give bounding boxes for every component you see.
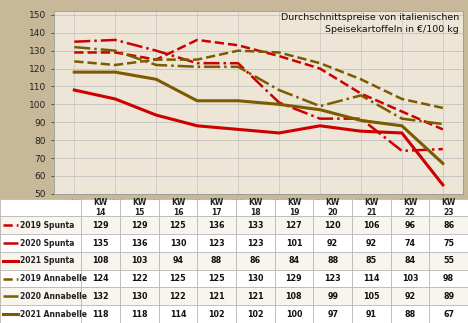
Text: 88: 88 — [211, 256, 222, 265]
Text: 105: 105 — [363, 292, 380, 301]
Text: KW
15: KW 15 — [132, 198, 146, 217]
Text: 118: 118 — [92, 310, 109, 318]
Text: 74: 74 — [404, 239, 416, 247]
Text: 102: 102 — [208, 310, 225, 318]
Text: 130: 130 — [131, 292, 147, 301]
Text: 96: 96 — [404, 221, 416, 230]
Text: 84: 84 — [404, 256, 416, 265]
Text: 92: 92 — [327, 239, 338, 247]
Text: 88: 88 — [327, 256, 338, 265]
Text: 2021 Spunta: 2021 Spunta — [20, 256, 74, 265]
Text: 92: 92 — [366, 239, 377, 247]
Text: 135: 135 — [92, 239, 109, 247]
Text: 55: 55 — [443, 256, 454, 265]
Text: 85: 85 — [366, 256, 377, 265]
Text: 136: 136 — [131, 239, 147, 247]
Text: 108: 108 — [285, 292, 302, 301]
Text: 114: 114 — [170, 310, 186, 318]
Text: 2019 Annabelle: 2019 Annabelle — [20, 274, 87, 283]
Text: 101: 101 — [285, 239, 302, 247]
Text: 130: 130 — [247, 274, 263, 283]
Text: 97: 97 — [327, 310, 338, 318]
Text: 127: 127 — [285, 221, 302, 230]
Text: 103: 103 — [402, 274, 418, 283]
Text: 2020 Spunta: 2020 Spunta — [20, 239, 74, 247]
Text: 91: 91 — [366, 310, 377, 318]
Text: 100: 100 — [285, 310, 302, 318]
Text: 125: 125 — [169, 221, 186, 230]
Text: 92: 92 — [404, 292, 416, 301]
Text: 102: 102 — [247, 310, 263, 318]
Text: 2021 Annabelle: 2021 Annabelle — [20, 310, 87, 318]
Text: 125: 125 — [169, 274, 186, 283]
Text: KW
21: KW 21 — [364, 198, 379, 217]
Text: 98: 98 — [443, 274, 454, 283]
Text: 2020 Annabelle: 2020 Annabelle — [20, 292, 87, 301]
Text: 129: 129 — [285, 274, 302, 283]
Text: 84: 84 — [288, 256, 300, 265]
Text: KW
22: KW 22 — [403, 198, 417, 217]
Text: KW
23: KW 23 — [441, 198, 456, 217]
Text: 136: 136 — [208, 221, 225, 230]
Text: 132: 132 — [92, 292, 109, 301]
Text: 118: 118 — [131, 310, 147, 318]
Text: 2019 Spunta: 2019 Spunta — [20, 221, 74, 230]
Text: 99: 99 — [327, 292, 338, 301]
Text: 124: 124 — [92, 274, 109, 283]
Text: 122: 122 — [169, 292, 186, 301]
Text: KW
17: KW 17 — [210, 198, 224, 217]
Text: KW
20: KW 20 — [326, 198, 340, 217]
Text: 125: 125 — [208, 274, 225, 283]
Text: 89: 89 — [443, 292, 454, 301]
Text: 120: 120 — [324, 221, 341, 230]
Text: 86: 86 — [250, 256, 261, 265]
Text: 75: 75 — [443, 239, 454, 247]
Text: KW
19: KW 19 — [287, 198, 301, 217]
Text: 114: 114 — [363, 274, 380, 283]
Text: 88: 88 — [404, 310, 416, 318]
Text: 129: 129 — [92, 221, 109, 230]
Text: 108: 108 — [92, 256, 109, 265]
Text: 123: 123 — [208, 239, 225, 247]
Text: 94: 94 — [172, 256, 183, 265]
Text: 103: 103 — [131, 256, 147, 265]
Text: 133: 133 — [247, 221, 263, 230]
Text: 121: 121 — [247, 292, 263, 301]
Text: 121: 121 — [208, 292, 225, 301]
Text: 86: 86 — [443, 221, 454, 230]
Text: 130: 130 — [170, 239, 186, 247]
Text: KW
18: KW 18 — [248, 198, 263, 217]
Text: 123: 123 — [247, 239, 263, 247]
Text: Durchschnittspreise von italienischen
Speisekartoffeln in €/100 kg: Durchschnittspreise von italienischen Sp… — [281, 13, 459, 34]
Text: KW
14: KW 14 — [94, 198, 108, 217]
Text: 129: 129 — [131, 221, 147, 230]
Text: 67: 67 — [443, 310, 454, 318]
Text: 122: 122 — [131, 274, 147, 283]
Text: 106: 106 — [363, 221, 380, 230]
Text: KW
16: KW 16 — [171, 198, 185, 217]
Text: 123: 123 — [324, 274, 341, 283]
